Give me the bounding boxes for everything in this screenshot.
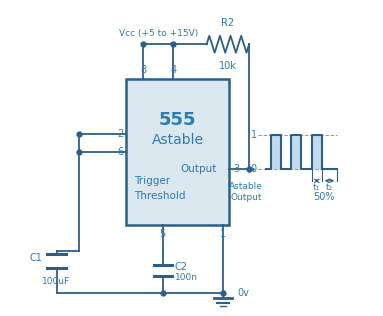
Text: 4: 4 (170, 64, 176, 75)
Text: t₁: t₁ (313, 183, 320, 192)
Text: 1: 1 (250, 130, 257, 140)
Text: 1: 1 (220, 229, 226, 239)
Text: 0: 0 (250, 164, 257, 173)
Bar (312, 135, 322, 169)
Bar (126, 79, 229, 225)
Text: 100uF: 100uF (43, 277, 70, 286)
Text: 100n: 100n (175, 273, 198, 282)
Text: 5: 5 (160, 229, 166, 239)
Text: Output: Output (181, 164, 217, 174)
Text: 50%: 50% (314, 192, 335, 202)
Text: Astable
Output: Astable Output (229, 182, 263, 202)
Text: R2: R2 (221, 18, 234, 27)
Text: Trigger: Trigger (134, 176, 171, 186)
Text: 2: 2 (118, 130, 124, 139)
Text: Vcc (+5 to +15V): Vcc (+5 to +15V) (118, 28, 198, 38)
Text: 10k: 10k (219, 61, 237, 71)
Text: C2: C2 (175, 262, 188, 272)
Text: 3: 3 (233, 164, 239, 174)
Text: Threshold: Threshold (134, 191, 186, 201)
Text: 8: 8 (140, 64, 146, 75)
Text: C1: C1 (30, 253, 43, 263)
Bar (271, 135, 281, 169)
Text: 6: 6 (118, 147, 124, 157)
Text: t₂: t₂ (326, 183, 333, 192)
Text: 0v: 0v (237, 288, 249, 298)
Text: 555: 555 (159, 111, 196, 129)
Text: Astable: Astable (152, 133, 204, 147)
Bar (291, 135, 301, 169)
